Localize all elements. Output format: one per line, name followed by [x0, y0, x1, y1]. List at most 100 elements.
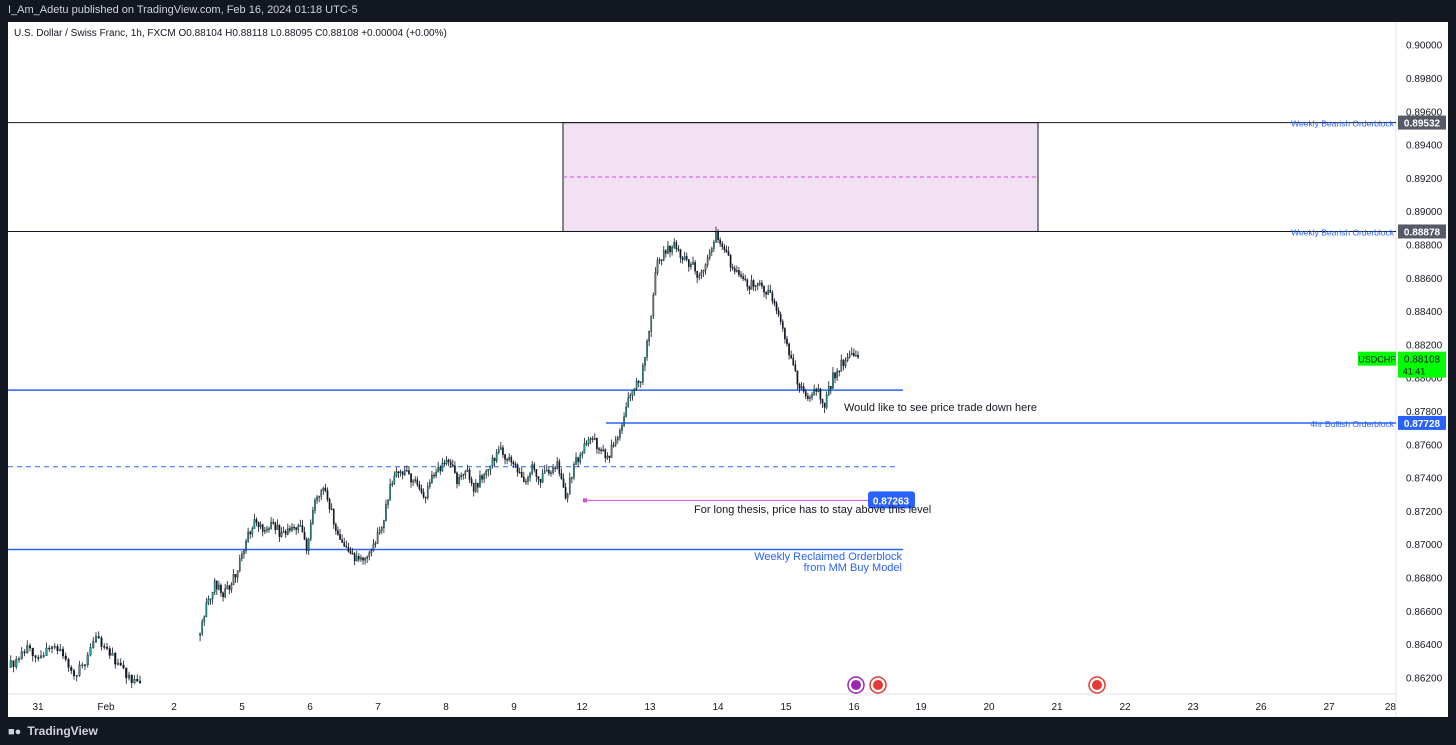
candle-body [56, 646, 59, 652]
candle-body [445, 459, 448, 464]
candle-body [395, 471, 398, 477]
candle-body [852, 352, 855, 356]
candle-body [548, 469, 550, 474]
candle-body [368, 552, 371, 557]
candle-body [537, 476, 540, 480]
candle-body [541, 473, 544, 483]
candle-body [738, 270, 740, 275]
candle-body [823, 402, 826, 408]
candle-body [424, 496, 427, 499]
candle-body [116, 662, 120, 665]
candle-body [218, 584, 220, 590]
candle-body [702, 270, 705, 273]
candle-body [827, 386, 830, 396]
candle-body [241, 553, 243, 559]
candle-body [454, 465, 456, 473]
brand-label: TradingView [27, 724, 98, 738]
candle-body [114, 653, 117, 665]
candle-body [92, 641, 95, 648]
candle-body [748, 286, 751, 290]
candle-body [566, 493, 569, 499]
candle-body [125, 667, 128, 679]
candle-body [468, 469, 471, 480]
candle-body [625, 407, 627, 417]
candle-body [510, 457, 513, 463]
tradingview-brand[interactable]: ■● TradingView [8, 724, 98, 738]
weekly-bearish-ob-top-price-tag [1398, 115, 1446, 130]
x-tick-label: 12 [576, 702, 588, 713]
candle-body [608, 455, 611, 458]
candle-body [276, 524, 279, 531]
candle-body [700, 271, 703, 276]
candle-body [727, 251, 730, 256]
candle-body [37, 657, 40, 659]
candle-body [604, 449, 607, 459]
candle-body [581, 453, 584, 456]
candle-body [67, 659, 70, 668]
candle-body [370, 550, 373, 554]
candle-body [821, 399, 824, 404]
candle-body [652, 294, 655, 317]
x-tick-label: 9 [511, 702, 517, 713]
candle-body [832, 372, 834, 389]
candle-body [236, 570, 239, 578]
candle-body [441, 462, 444, 472]
reclaimed-ob-note-1: Weekly Reclaimed Orderblock [754, 551, 902, 563]
y-tick-label: 0.86200 [1406, 673, 1443, 684]
us-flag-icon [869, 676, 887, 694]
candle-body [516, 464, 519, 473]
x-tick-label: 21 [1051, 702, 1063, 713]
candle-body [366, 556, 369, 559]
candle-body [130, 674, 133, 683]
candle-body [677, 248, 680, 251]
candle-body [514, 463, 517, 466]
x-tick-label: 27 [1323, 702, 1335, 713]
candle-body [266, 528, 268, 531]
candle-body [103, 646, 106, 648]
candle-body [495, 452, 498, 461]
candle-body [291, 526, 293, 531]
candle-body [385, 504, 387, 521]
y-tick-label: 0.86600 [1406, 607, 1443, 618]
candle-body [518, 472, 521, 474]
chart-area[interactable]: U.S. Dollar / Swiss Franc, 1h, FXCM O0.8… [8, 22, 1448, 717]
candle-body [100, 637, 103, 647]
y-tick-label: 0.87200 [1406, 507, 1443, 518]
candle-body [326, 490, 329, 500]
price-chart[interactable]: U.S. Dollar / Swiss Franc, 1h, FXCM O0.8… [8, 22, 1448, 717]
candle-body [825, 394, 828, 408]
candle-body [238, 558, 241, 572]
candle-body [704, 264, 707, 271]
candle-body [472, 482, 475, 492]
x-tick-label: 5 [239, 702, 245, 713]
candle-body [579, 454, 582, 463]
candle-body [286, 528, 289, 535]
candle-body [642, 365, 644, 382]
candle-body [813, 388, 815, 395]
candle-body [535, 469, 538, 477]
candle-body [449, 461, 452, 466]
y-tick-label: 0.86400 [1406, 640, 1443, 651]
candle-body [794, 364, 797, 371]
candle-body [431, 474, 433, 483]
candle-body [133, 679, 136, 683]
candle-body [243, 550, 245, 555]
candle-body [272, 521, 275, 524]
candle-body [834, 372, 836, 379]
candle-body [401, 471, 404, 475]
y-tick-label: 0.87800 [1406, 407, 1443, 418]
candle-body [81, 664, 84, 666]
y-tick-label: 0.89200 [1406, 174, 1443, 185]
candle-body [798, 384, 801, 389]
x-tick-label: 20 [983, 702, 995, 713]
candle-body [830, 386, 832, 389]
candle-body [345, 545, 348, 548]
candle-body [681, 257, 684, 260]
candle-body [554, 467, 556, 469]
candle-body [746, 279, 749, 287]
candle-body [305, 539, 308, 551]
4hr-bullish-ob-price-text: 0.87728 [1404, 419, 1441, 430]
candle-body [278, 524, 281, 537]
candle-body [558, 461, 561, 474]
candle-body [360, 557, 362, 560]
